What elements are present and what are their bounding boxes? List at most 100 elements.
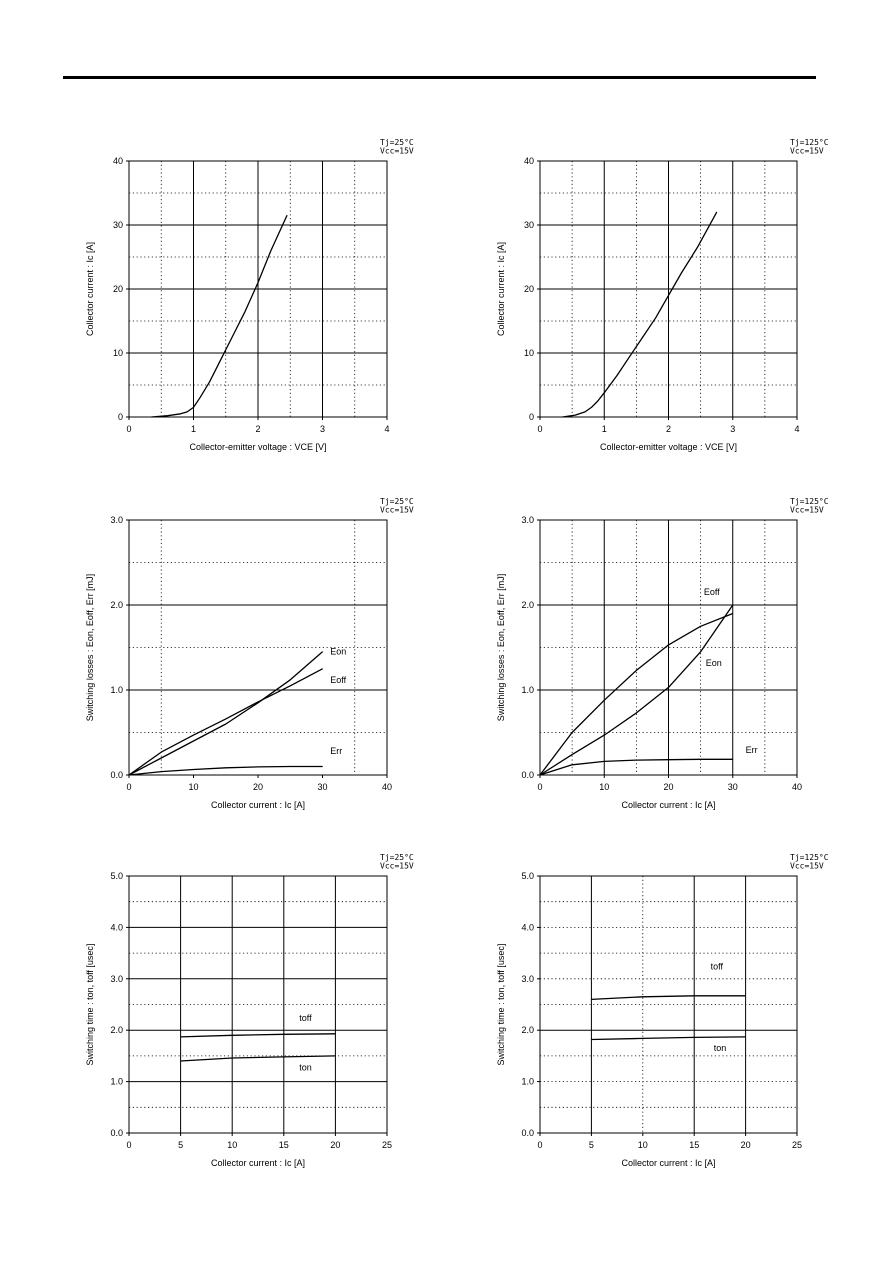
data-point [193, 734, 194, 736]
x-axis-label: Collector current : Ic [A] [211, 1158, 305, 1168]
series-label-err: Err [746, 745, 758, 755]
condition-label: Tj=125°C [790, 138, 829, 147]
x-tick-label: 2 [666, 424, 671, 434]
data-point [655, 317, 657, 319]
data-point [322, 651, 323, 653]
x-tick-label: 1 [602, 424, 607, 434]
x-tick-label: 20 [663, 782, 673, 792]
x-tick-label: 0 [537, 1140, 542, 1150]
data-point [668, 687, 669, 688]
data-point [571, 764, 573, 766]
y-tick-label: 10 [524, 348, 534, 358]
condition-label: Vcc=15V [380, 147, 414, 156]
data-point [603, 699, 605, 701]
y-tick-label: 3.0 [521, 974, 534, 984]
y-tick-label: 4.0 [521, 922, 534, 932]
x-tick-label: 1 [191, 424, 196, 434]
data-point [128, 774, 130, 776]
y-tick-label: 1.0 [521, 1077, 534, 1087]
data-point [591, 1039, 592, 1040]
series-label-eon: Eon [330, 646, 346, 656]
y-tick-label: 40 [113, 156, 123, 166]
series-line-ton [591, 1036, 746, 1041]
condition-label: Vcc=15V [380, 862, 414, 871]
x-tick-label: 4 [794, 424, 799, 434]
y-axis-label: Collector current : Ic [A] [85, 242, 95, 336]
data-point [286, 215, 288, 216]
data-point [680, 272, 682, 274]
data-point [193, 407, 194, 408]
data-point [225, 718, 227, 720]
x-axis-label: Collector-emitter voltage : VCE [V] [600, 442, 737, 452]
x-tick-label: 10 [188, 782, 198, 792]
y-tick-label: 3.0 [110, 974, 123, 984]
data-point [668, 759, 669, 761]
data-point [270, 250, 272, 252]
y-tick-label: 0.0 [110, 1128, 123, 1138]
data-point [160, 757, 162, 759]
x-tick-label: 0 [126, 782, 131, 792]
y-tick-label: 1.0 [110, 1077, 123, 1087]
y-tick-label: 0.0 [521, 770, 534, 780]
chart-switching-time-125: 0 5 10 15 20 25 0.0 1.0 2.0 3.0 4.0 5.0 Collector cu… [496, 853, 829, 1168]
data-point [289, 685, 291, 687]
data-point [700, 625, 702, 627]
data-point [745, 995, 746, 997]
x-axis-label: Collector current : Ic [A] [621, 1158, 715, 1168]
y-tick-label: 40 [524, 156, 534, 166]
data-point [225, 767, 227, 769]
data-point [225, 723, 227, 725]
x-tick-label: 15 [279, 1140, 289, 1150]
x-tick-label: 25 [382, 1140, 392, 1150]
condition-label: Vcc=15V [380, 506, 414, 515]
x-tick-label: 20 [253, 782, 263, 792]
condition-label: Vcc=15V [790, 862, 824, 871]
data-point [322, 766, 323, 767]
plot-frame [128, 875, 388, 1134]
data-point [257, 766, 259, 768]
y-tick-label: 2.0 [110, 1025, 123, 1035]
data-point [642, 996, 644, 998]
y-tick-label: 3.0 [521, 515, 534, 525]
condition-label: Vcc=15V [790, 506, 824, 515]
data-point [322, 668, 323, 670]
x-tick-label: 3 [730, 424, 735, 434]
data-point [193, 769, 194, 770]
data-point [231, 1034, 233, 1036]
data-point [642, 1038, 644, 1039]
data-point [603, 392, 605, 394]
y-axis-label: Switching time : ton, toff [usec] [496, 944, 506, 1066]
data-point [700, 651, 702, 653]
data-point [745, 1036, 746, 1038]
x-tick-label: 5 [589, 1140, 594, 1150]
data-point [700, 758, 702, 760]
data-point [289, 679, 291, 681]
series-label-eon: Eon [706, 658, 722, 668]
data-point [180, 1036, 182, 1038]
data-point [283, 1033, 285, 1035]
x-axis-label: Collector current : Ic [A] [211, 800, 305, 810]
y-tick-label: 5.0 [110, 871, 123, 881]
data-point [642, 336, 644, 338]
y-axis-label: Collector current : Ic [A] [496, 242, 506, 336]
data-point [186, 411, 188, 413]
data-point [335, 1055, 336, 1057]
x-tick-label: 15 [689, 1140, 699, 1150]
data-point [732, 758, 734, 760]
x-tick-label: 30 [728, 782, 738, 792]
y-tick-label: 1.0 [521, 685, 534, 695]
condition-label: Tj=125°C [790, 853, 829, 862]
data-point [257, 701, 259, 703]
data-point [231, 1057, 233, 1059]
data-point [668, 295, 669, 296]
y-tick-label: 30 [113, 220, 123, 230]
y-tick-label: 4.0 [110, 922, 123, 932]
y-tick-label: 2.0 [521, 1025, 534, 1035]
x-tick-label: 40 [382, 782, 392, 792]
data-point [635, 712, 637, 714]
y-tick-label: 0.0 [110, 770, 123, 780]
x-tick-label: 40 [792, 782, 802, 792]
x-axis-label: Collector-emitter voltage : VCE [V] [189, 442, 326, 452]
data-point [151, 416, 152, 418]
